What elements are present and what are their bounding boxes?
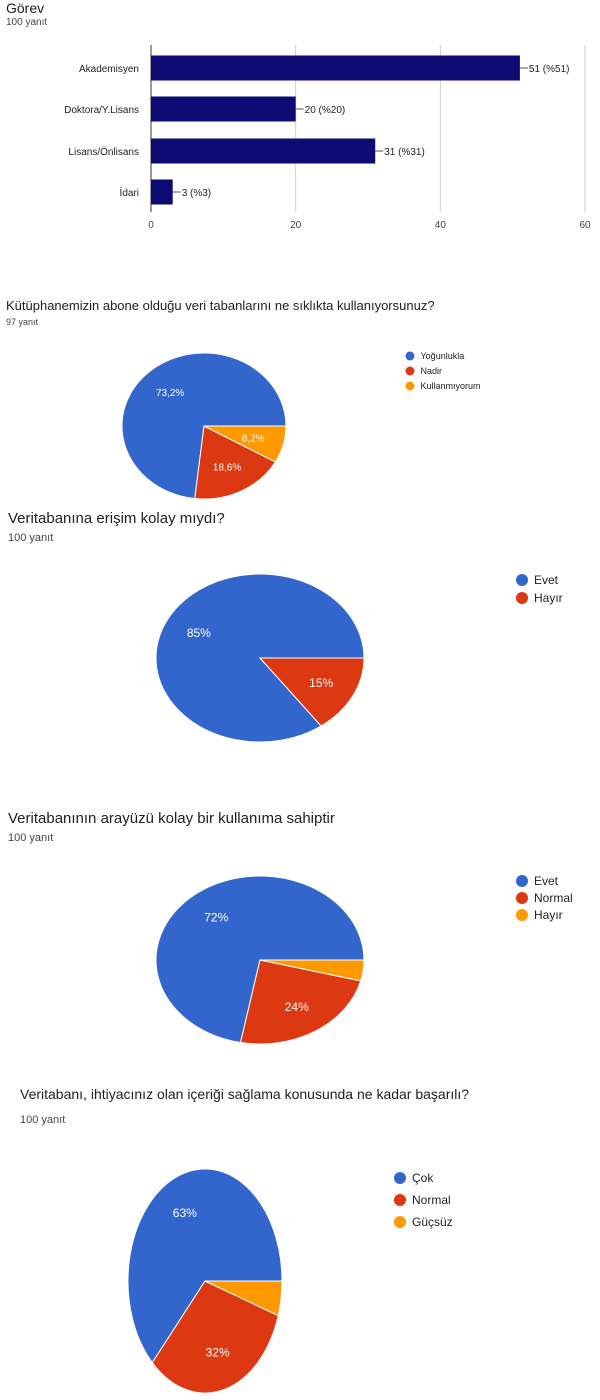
x-tick-label: 60 [579, 220, 591, 231]
x-tick-label: 20 [290, 220, 302, 231]
pie-slice [155, 875, 365, 1044]
legend-marker [394, 1216, 406, 1228]
bar [151, 138, 376, 164]
data-label: 20 (%20) [305, 105, 346, 116]
category-label: Akademisyen [79, 64, 139, 75]
chart-subtitle: 97 yanıt [6, 317, 39, 327]
category-label: Doktora/Y.Lisans [64, 105, 139, 116]
legend-marker [516, 892, 528, 904]
legend-label: Yoğunlukla [421, 351, 465, 361]
data-label: 31 (%31) [384, 147, 425, 158]
chart-subtitle: 100 yanıt [6, 17, 48, 28]
bar-chart-plot: 0 20 40 60 Akademisyen 51 (%51) Doktora/Y.Lisa… [64, 45, 591, 231]
slice-label: 15% [309, 676, 333, 690]
x-tick-label: 0 [148, 220, 154, 231]
bar [151, 179, 173, 205]
pie-slice [194, 425, 277, 500]
slice-label: 32% [206, 1346, 230, 1360]
slice-label: 73,2% [156, 388, 184, 399]
data-label: 51 (%51) [529, 64, 570, 75]
bar [151, 55, 520, 81]
chart-title: Görev [6, 0, 45, 16]
x-tick-label: 40 [435, 220, 447, 231]
pie-slice [203, 425, 287, 463]
chart-subtitle: 100 yanıt [20, 1114, 66, 1126]
data-label: 3 (%3) [182, 188, 211, 199]
legend-marker [516, 574, 528, 586]
chart-erisim-kolay: Veritabanına erişim kolay mıydı? 100 yan… [0, 500, 600, 790]
slice-label: 24% [285, 1000, 309, 1014]
legend-marker [516, 592, 528, 604]
legend-marker [405, 381, 415, 391]
category-label: İdari [120, 186, 139, 199]
legend-label: Normal [534, 891, 573, 905]
chart-title: Veritabanının arayüzü kolay bir kullanım… [8, 810, 335, 827]
chart-arayuz-kolay: Veritabanının arayüzü kolay bir kullanım… [0, 800, 600, 1080]
legend-label: Kullanmıyorum [421, 381, 481, 391]
legend-marker [405, 366, 415, 376]
slice-label: 63% [173, 1206, 197, 1220]
legend-marker [516, 875, 528, 887]
slice-label: 85% [187, 626, 211, 640]
legend-marker [394, 1172, 406, 1184]
legend-marker [394, 1194, 406, 1206]
chart-gorev: Görev 100 yanıt 0 20 40 60 Akademisyen 51 (%5… [0, 0, 600, 250]
legend-label: Nadir [421, 366, 443, 376]
legend-label: Çok [412, 1171, 434, 1185]
legend-marker [405, 351, 415, 361]
legend-label: Hayır [534, 908, 563, 922]
chart-kullanim-sikligi: Kütüphanemizin abone olduğu veri tabanla… [0, 290, 600, 500]
chart-title: Veritabanına erişim kolay mıydı? [8, 510, 225, 527]
legend-label: Evet [534, 874, 559, 888]
bar [151, 96, 296, 122]
pie-slice [151, 1280, 279, 1394]
pie-slice [259, 959, 365, 982]
pie-slice [258, 657, 365, 727]
chart-subtitle: 100 yanıt [8, 532, 54, 544]
slice-label: 18,6% [213, 462, 241, 473]
pie-slice [204, 1280, 283, 1317]
slice-label: 72% [204, 910, 228, 924]
legend-label: Normal [412, 1193, 451, 1207]
chart-title: Veritabanı, ihtiyacınız olan içeriği sağ… [20, 1086, 470, 1102]
legend-marker [516, 909, 528, 921]
legend-label: Evet [534, 573, 559, 587]
category-label: Lisans/Önlisans [68, 146, 139, 158]
pie-slice [127, 1168, 283, 1364]
chart-icerik-basari: Veritabanı, ihtiyacınız olan içeriği sağ… [0, 1080, 600, 1400]
slice-label: 8,2% [242, 434, 265, 445]
legend-label: Hayır [534, 591, 563, 605]
pie-slice [239, 959, 362, 1045]
legend-label: Güçsüz [412, 1215, 453, 1229]
chart-subtitle: 100 yanıt [8, 832, 54, 844]
chart-title: Kütüphanemizin abone olduğu veri tabanla… [6, 298, 435, 313]
